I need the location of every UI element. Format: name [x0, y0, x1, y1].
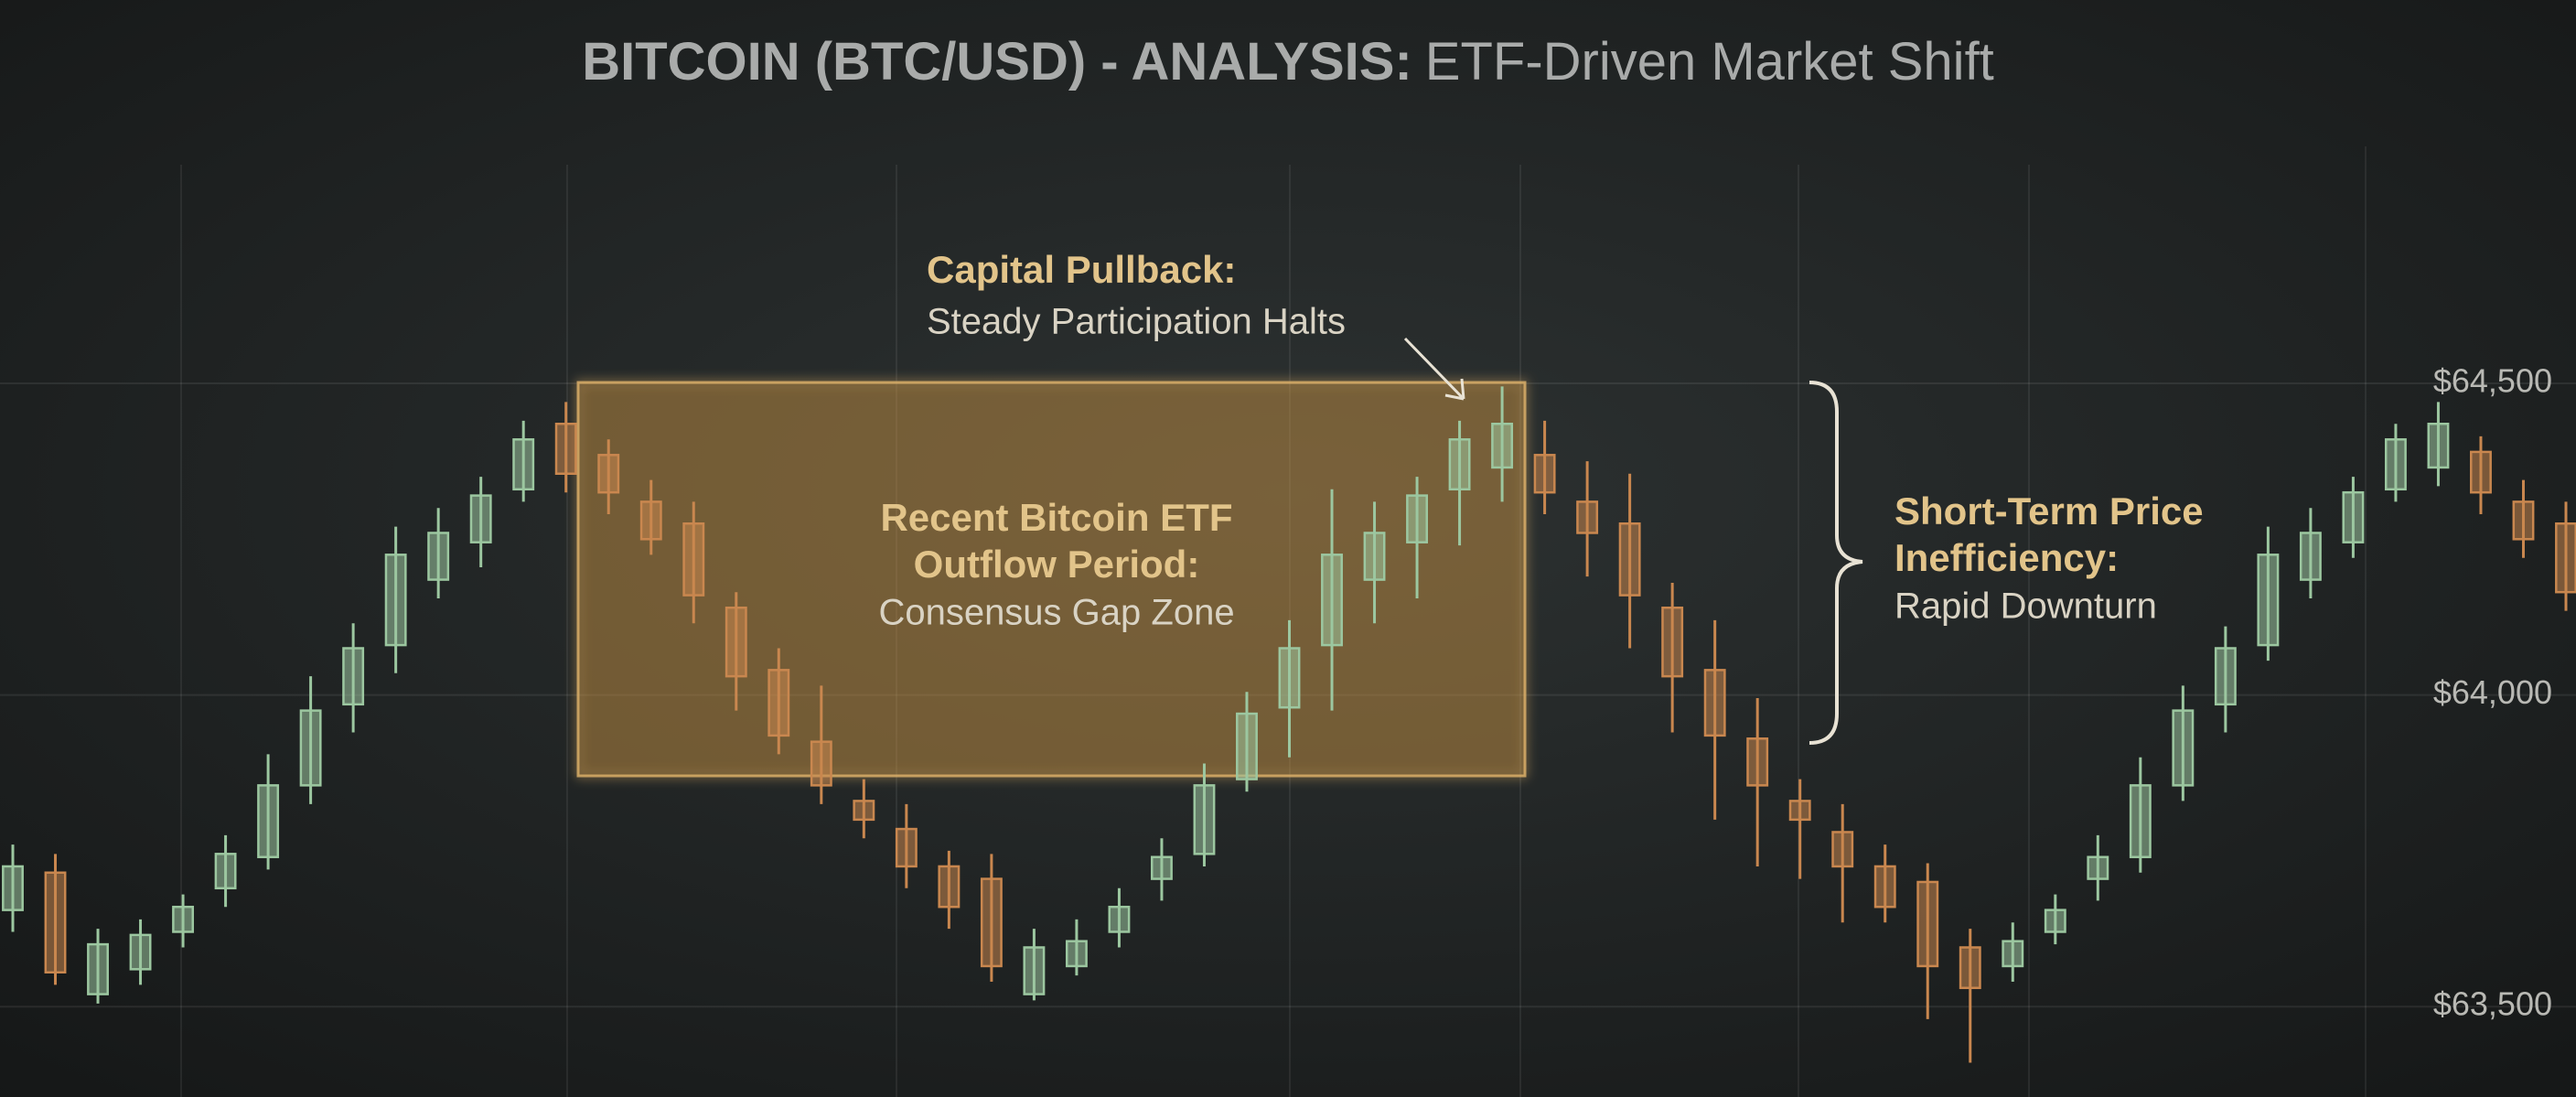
y-tick-label: $64,000: [2433, 673, 2552, 711]
candle-body: [980, 877, 1003, 968]
annotation-text: Consensus Gap Zone: [878, 593, 1234, 633]
candle-body: [853, 800, 875, 822]
candle-body: [1661, 606, 1684, 678]
candle-body: [1788, 800, 1811, 822]
candle-body: [1278, 647, 1301, 709]
candle-body: [1746, 737, 1769, 787]
candle-body: [512, 438, 535, 491]
brace: [1809, 381, 1863, 745]
candle-body: [2299, 532, 2322, 581]
candle-body: [1108, 905, 1131, 933]
candle-body: [2384, 438, 2407, 491]
candle-body: [1959, 946, 1981, 990]
candle-body: [44, 871, 67, 973]
candle-body: [299, 709, 322, 787]
candle-body: [938, 865, 961, 909]
candle-body: [1491, 423, 1514, 469]
candle-body: [682, 522, 705, 597]
candle-body: [724, 606, 747, 678]
y-tick-label: $63,500: [2433, 985, 2552, 1023]
candles: [2, 386, 2576, 1063]
candle-body: [2129, 784, 2152, 858]
candle-body: [2470, 450, 2492, 494]
annotation-arrow: [1403, 337, 1465, 401]
candle-body: [384, 554, 407, 647]
y-tick-label: $64,500: [2433, 361, 2552, 399]
candle-body: [554, 423, 577, 475]
annotation-text: Steady Participation Halts: [927, 302, 1346, 342]
candle-body: [597, 454, 620, 494]
candle-body: [1618, 522, 1641, 597]
candle-body: [2512, 500, 2535, 541]
candle-body: [639, 500, 662, 541]
candle-body: [1406, 494, 1428, 543]
candle-body: [1151, 855, 1173, 880]
candle-body: [1363, 532, 1386, 581]
annotation-heading: Inefficiency:: [1894, 536, 2119, 579]
candle-body: [1831, 831, 1854, 868]
candle-body: [1576, 500, 1599, 534]
candle-body: [1065, 940, 1088, 968]
candle-body: [2, 865, 24, 911]
candle-body: [2087, 855, 2109, 880]
candle-body: [1916, 880, 1939, 968]
annotation-heading: Capital Pullback:: [927, 248, 1236, 291]
candle-body: [2342, 490, 2365, 543]
candle-body: [1448, 438, 1471, 491]
candle-body: [2555, 522, 2576, 594]
candle-body: [342, 647, 365, 706]
candle-body: [214, 853, 237, 890]
annotation-heading: Outflow Period:: [914, 543, 1200, 586]
candle-body: [2257, 554, 2280, 647]
candle-body: [1193, 784, 1216, 855]
candle-body: [2214, 647, 2237, 706]
chart-title: BITCOIN (BTC/USD) - ANALYSIS: ETF-Driven …: [582, 32, 1994, 91]
candle-body: [257, 784, 280, 858]
candle-body: [129, 933, 152, 971]
candle-body: [1873, 865, 1896, 909]
candle-body: [767, 669, 790, 737]
candle-body: [2172, 709, 2195, 787]
candle-body: [2044, 909, 2066, 933]
annotation-heading: Short-Term Price: [1894, 489, 2204, 532]
title-rest: ETF-Driven Market Shift: [1425, 32, 1994, 91]
annotation-text: Rapid Downturn: [1894, 586, 2157, 627]
candle-body: [810, 740, 832, 787]
candle-body: [1321, 554, 1343, 647]
candle-body: [895, 827, 918, 868]
candle-body: [87, 942, 109, 995]
annotation-heading: Recent Bitcoin ETF: [880, 496, 1232, 539]
candle-body: [2002, 940, 2024, 968]
title-bold: BITCOIN (BTC/USD) - ANALYSIS:: [582, 32, 1412, 91]
candle-body: [1533, 454, 1556, 494]
candle-body: [427, 532, 450, 581]
candle-body: [2427, 423, 2450, 469]
candle-body: [1023, 946, 1046, 995]
candle-body: [172, 905, 195, 933]
candle-body: [1236, 712, 1258, 780]
candle-body: [469, 494, 492, 543]
candle-body: [1703, 669, 1726, 737]
